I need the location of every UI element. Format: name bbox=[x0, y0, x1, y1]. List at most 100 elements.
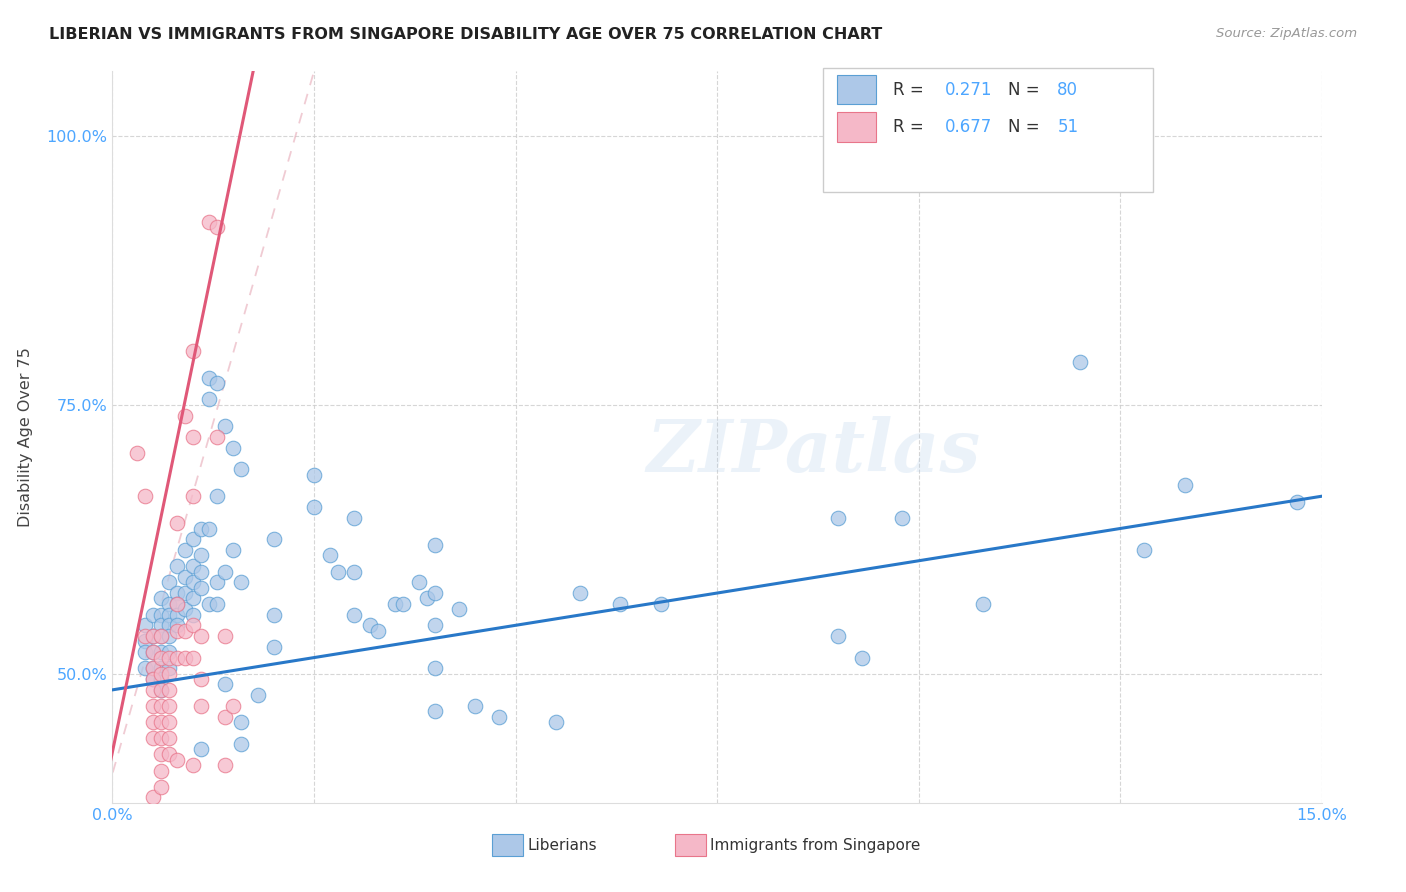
Point bbox=[134, 489, 156, 503]
Point bbox=[449, 602, 471, 616]
Point bbox=[166, 516, 188, 530]
Point bbox=[207, 430, 229, 444]
Point bbox=[1174, 478, 1197, 492]
Point bbox=[142, 682, 165, 697]
Point bbox=[157, 597, 180, 611]
Point bbox=[198, 215, 221, 229]
Point bbox=[174, 602, 197, 616]
Point bbox=[157, 661, 180, 675]
Point bbox=[464, 698, 486, 713]
Point bbox=[359, 618, 381, 632]
Point bbox=[142, 607, 165, 622]
Point bbox=[190, 581, 212, 595]
Text: R =: R = bbox=[893, 118, 929, 136]
Point bbox=[214, 629, 236, 643]
Point bbox=[181, 489, 204, 503]
Point bbox=[142, 661, 165, 675]
Point bbox=[181, 650, 204, 665]
Point bbox=[190, 742, 212, 756]
Text: ZIPatlas: ZIPatlas bbox=[647, 417, 981, 487]
Point bbox=[149, 780, 172, 794]
Point bbox=[157, 666, 180, 681]
Point bbox=[891, 510, 914, 524]
Point bbox=[134, 661, 156, 675]
Point bbox=[149, 698, 172, 713]
Point bbox=[231, 715, 253, 730]
Point bbox=[142, 790, 165, 805]
Point bbox=[174, 624, 197, 638]
Point bbox=[222, 543, 245, 558]
Point bbox=[214, 419, 236, 434]
Point bbox=[384, 597, 406, 611]
Point bbox=[544, 715, 567, 730]
Point bbox=[134, 645, 156, 659]
Point bbox=[166, 559, 188, 574]
Text: Liberians: Liberians bbox=[527, 838, 598, 853]
Point bbox=[142, 698, 165, 713]
Point bbox=[302, 467, 325, 482]
Point bbox=[181, 575, 204, 590]
Point bbox=[198, 521, 221, 535]
Point bbox=[149, 682, 172, 697]
Point bbox=[149, 764, 172, 778]
Point bbox=[166, 753, 188, 767]
Point bbox=[827, 629, 849, 643]
Point bbox=[166, 618, 188, 632]
Point bbox=[142, 629, 165, 643]
Point bbox=[134, 618, 156, 632]
Point bbox=[198, 371, 221, 385]
Point bbox=[343, 607, 366, 622]
Point bbox=[181, 618, 204, 632]
Point bbox=[423, 705, 446, 719]
Point bbox=[423, 538, 446, 552]
Point bbox=[166, 597, 188, 611]
Point bbox=[157, 698, 180, 713]
Point bbox=[149, 650, 172, 665]
Y-axis label: Disability Age Over 75: Disability Age Over 75 bbox=[18, 347, 32, 527]
Point bbox=[190, 521, 212, 535]
Text: 0.677: 0.677 bbox=[945, 118, 993, 136]
Text: 80: 80 bbox=[1057, 80, 1078, 99]
Point bbox=[319, 549, 342, 563]
Point bbox=[207, 376, 229, 391]
Point bbox=[408, 575, 430, 590]
Point bbox=[416, 591, 439, 606]
Point bbox=[149, 618, 172, 632]
Point bbox=[1069, 355, 1091, 369]
Point bbox=[157, 715, 180, 730]
Point bbox=[423, 586, 446, 600]
Point bbox=[174, 543, 197, 558]
Point bbox=[231, 575, 253, 590]
Point bbox=[142, 629, 165, 643]
Point bbox=[207, 575, 229, 590]
Point bbox=[263, 533, 285, 547]
Point bbox=[142, 672, 165, 686]
Point bbox=[157, 618, 180, 632]
Point bbox=[423, 618, 446, 632]
Point bbox=[609, 597, 631, 611]
Point bbox=[157, 747, 180, 762]
Point bbox=[391, 597, 413, 611]
Text: N =: N = bbox=[1008, 118, 1045, 136]
Point bbox=[181, 607, 204, 622]
Point bbox=[149, 661, 172, 675]
Point bbox=[157, 575, 180, 590]
Text: N =: N = bbox=[1008, 80, 1045, 99]
Point bbox=[166, 586, 188, 600]
Point bbox=[851, 650, 873, 665]
Point bbox=[157, 731, 180, 746]
Point bbox=[174, 570, 197, 584]
Point bbox=[181, 758, 204, 772]
Point bbox=[125, 446, 148, 460]
Point bbox=[149, 682, 172, 697]
Point bbox=[222, 441, 245, 455]
Point bbox=[142, 715, 165, 730]
Point bbox=[198, 392, 221, 407]
Point bbox=[181, 591, 204, 606]
Point bbox=[190, 698, 212, 713]
Point bbox=[166, 607, 188, 622]
Point bbox=[343, 565, 366, 579]
Point bbox=[157, 607, 180, 622]
Point bbox=[190, 672, 212, 686]
Point bbox=[190, 565, 212, 579]
